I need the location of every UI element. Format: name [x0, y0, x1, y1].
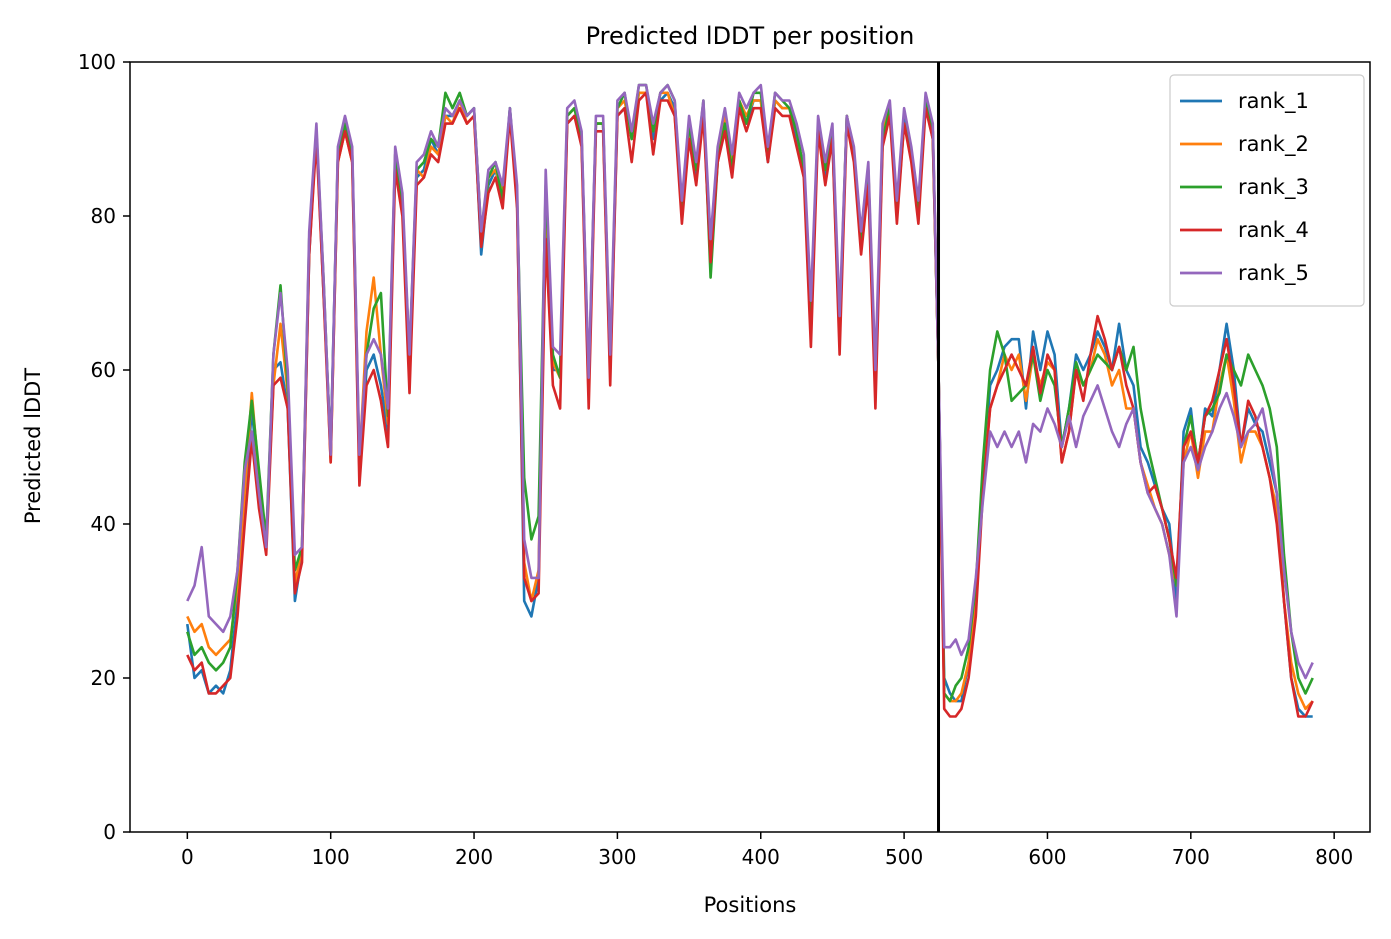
series-line-rank_1	[186, 91, 1313, 718]
x-tick-label: 400	[742, 845, 780, 869]
x-axis-title: Positions	[704, 893, 797, 917]
x-tick-label: 500	[885, 845, 923, 869]
y-tick-label: 60	[91, 358, 116, 382]
x-tick-label: 200	[455, 845, 493, 869]
y-tick-label: 40	[91, 512, 116, 536]
x-tick-label: 100	[312, 845, 350, 869]
legend-label-rank_5: rank_5	[1238, 261, 1309, 286]
chart-title: Predicted lDDT per position	[586, 22, 915, 50]
legend-label-rank_2: rank_2	[1238, 132, 1309, 157]
y-axis: 0 20 40 60 80 100	[78, 50, 130, 844]
series-line-rank_4	[186, 91, 1314, 718]
x-tick-label: 600	[1028, 845, 1066, 869]
y-tick-label: 0	[103, 820, 116, 844]
y-axis-title: Predicted lDDT	[21, 368, 45, 524]
legend-label-rank_1: rank_1	[1238, 89, 1309, 114]
legend: rank_1 rank_2 rank_3 rank_4 rank_5	[1169, 74, 1365, 307]
x-tick-label: 800	[1315, 845, 1353, 869]
series-line-rank_2	[186, 91, 1314, 711]
plot-area	[186, 62, 1314, 832]
x-tick-label: 300	[598, 845, 636, 869]
x-tick-label: 700	[1172, 845, 1210, 869]
series-layer	[186, 83, 1314, 718]
y-tick-label: 80	[91, 204, 116, 228]
y-tick-label: 100	[78, 50, 116, 74]
series-line-rank_5	[186, 83, 1314, 680]
x-axis: 0 100 200 300 400 500 600 700 800	[181, 832, 1353, 869]
legend-label-rank_4: rank_4	[1238, 218, 1309, 243]
plot-frame	[129, 61, 1371, 833]
y-tick-label: 20	[91, 666, 116, 690]
legend-label-rank_3: rank_3	[1238, 175, 1309, 200]
x-tick-label: 0	[181, 845, 194, 869]
legend-box	[1169, 74, 1365, 307]
